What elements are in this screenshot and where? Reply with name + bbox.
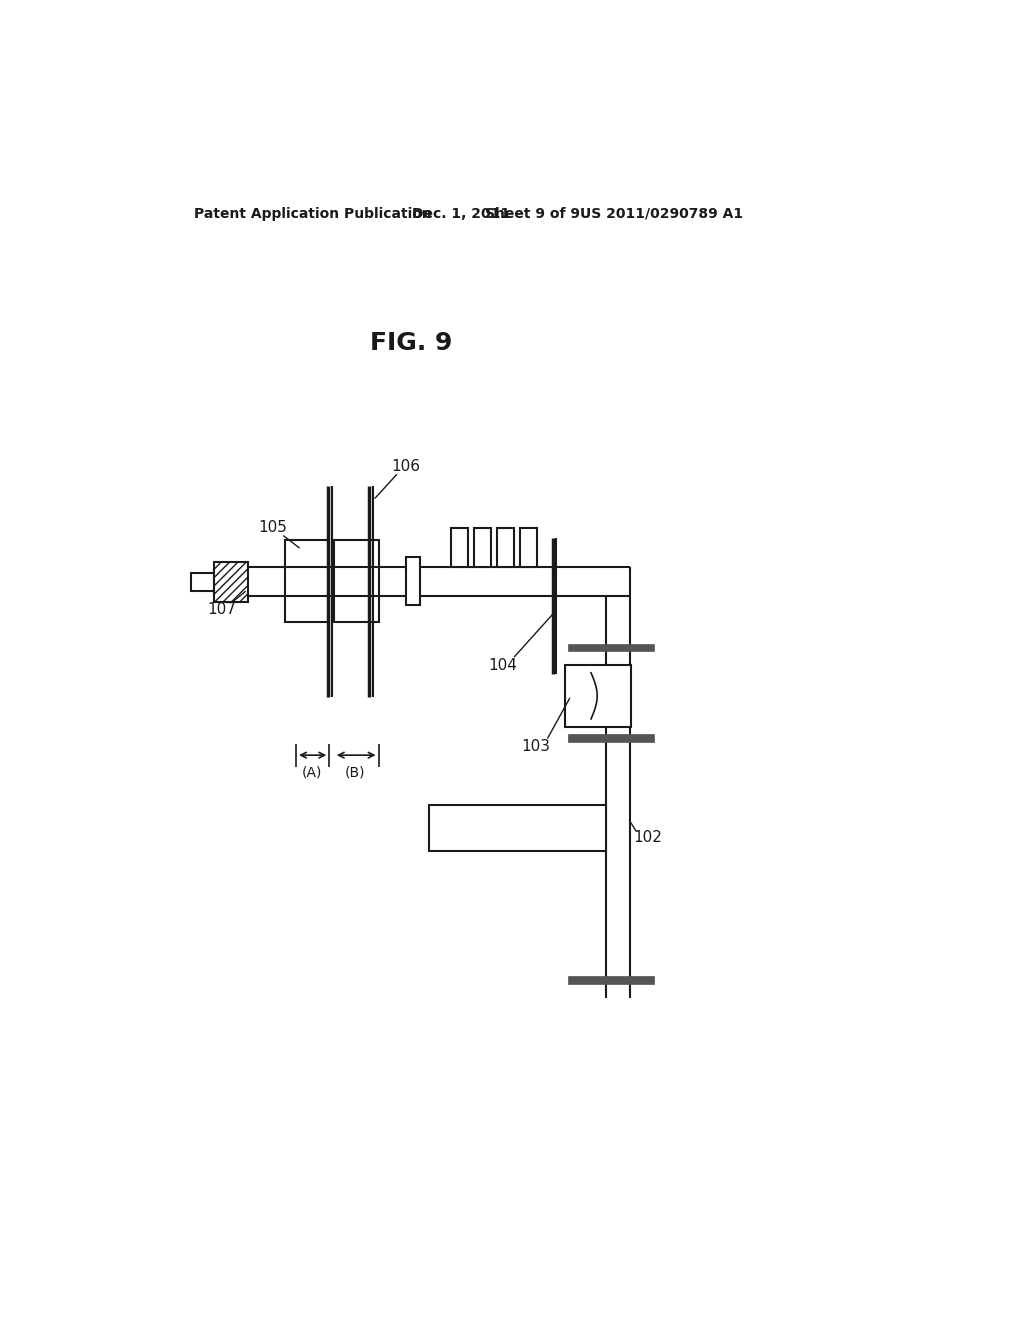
Text: Patent Application Publication: Patent Application Publication [194, 207, 431, 220]
Bar [214, 562, 248, 602]
Bar [497, 528, 514, 566]
Text: Dec. 1, 2011: Dec. 1, 2011 [412, 207, 510, 220]
Bar [429, 805, 606, 851]
Bar [568, 734, 654, 742]
Text: FIG. 9: FIG. 9 [371, 331, 453, 355]
Text: 104: 104 [488, 657, 518, 673]
Bar [568, 977, 654, 983]
Text: 107: 107 [207, 602, 236, 618]
Text: US 2011/0290789 A1: US 2011/0290789 A1 [581, 207, 743, 220]
Text: 102: 102 [634, 830, 663, 845]
Text: Sheet 9 of 9: Sheet 9 of 9 [484, 207, 580, 220]
Bar [474, 528, 490, 566]
Bar [285, 540, 330, 622]
Bar [565, 665, 631, 726]
Bar [520, 528, 538, 566]
Text: (B): (B) [345, 766, 366, 779]
Bar [407, 557, 420, 605]
Text: 103: 103 [521, 739, 550, 754]
Bar [334, 540, 379, 622]
Text: 105: 105 [259, 520, 288, 536]
Bar [451, 528, 468, 566]
Bar [568, 644, 654, 651]
Bar [190, 573, 214, 591]
Text: (A): (A) [302, 766, 323, 779]
Text: 106: 106 [392, 459, 421, 474]
